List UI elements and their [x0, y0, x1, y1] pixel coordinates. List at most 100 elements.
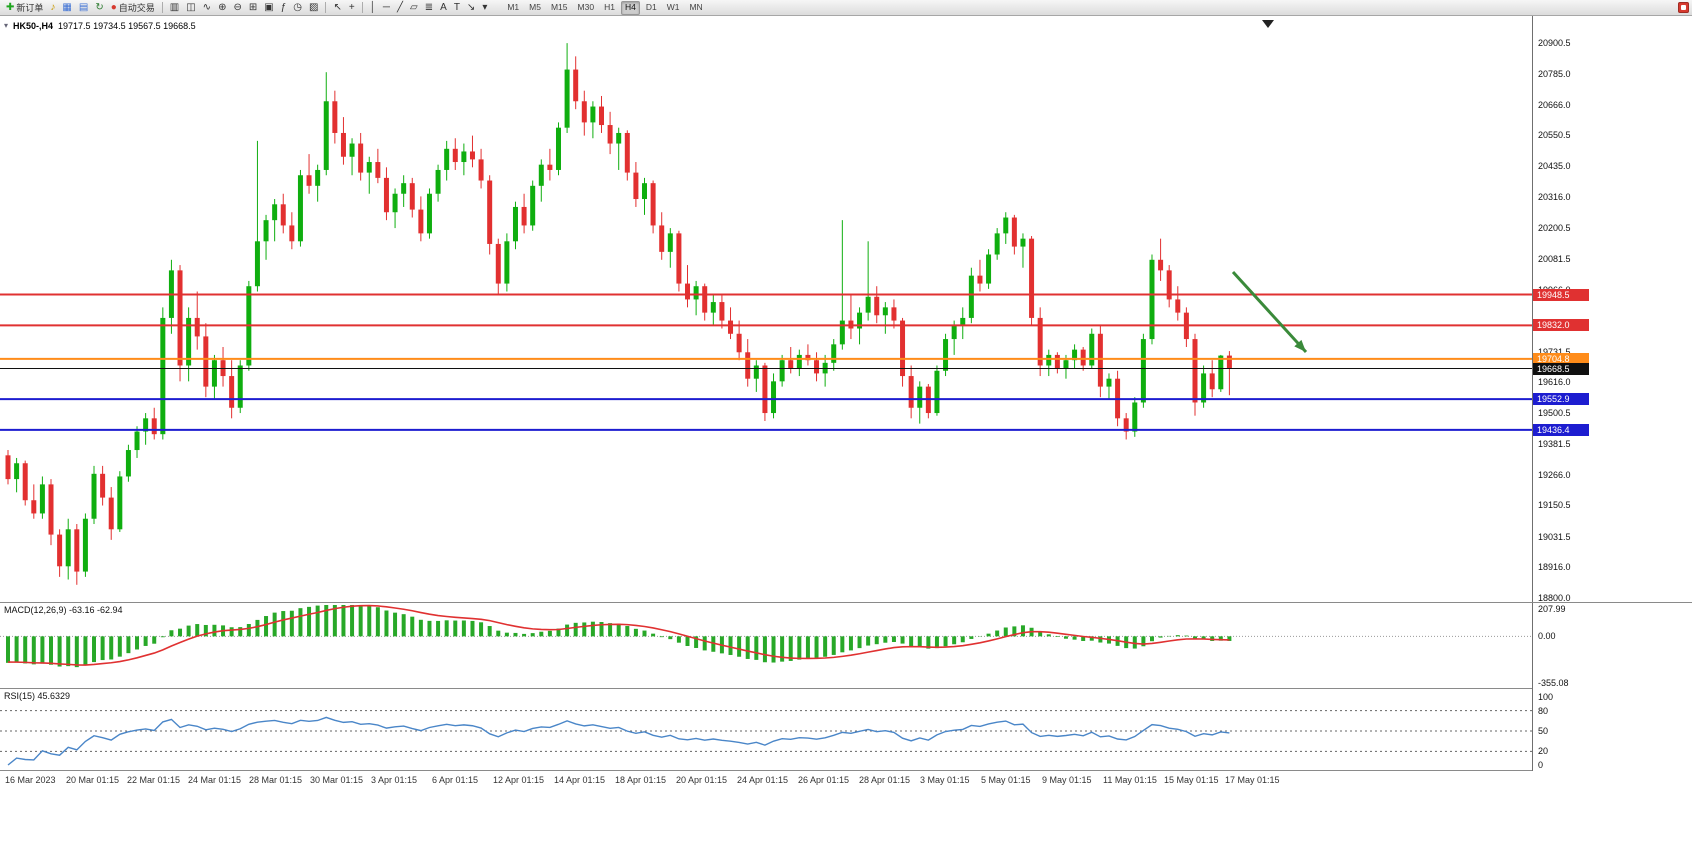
- toolbar-arrows-dropdown-button[interactable]: ▾: [479, 0, 490, 15]
- price-axis-label: 20200.5: [1538, 222, 1571, 233]
- toolbar-templates-button[interactable]: ▣: [261, 0, 276, 15]
- toolbar-text-label-button[interactable]: T: [451, 0, 463, 15]
- arrow-annotation-head: [1294, 339, 1306, 352]
- macd-axis[interactable]: 207.99 0.00 -355.08: [1532, 603, 1692, 689]
- toolbar-profiles-button[interactable]: ▨: [306, 0, 321, 15]
- price-axis-label: 20081.5: [1538, 254, 1571, 265]
- toolbar-indicators-button[interactable]: ƒ: [278, 0, 290, 15]
- chart-shift-marker-icon[interactable]: [1262, 20, 1274, 28]
- date-axis-label: 3 May 01:15: [920, 775, 970, 785]
- date-axis-label: 17 May 01:15: [1225, 775, 1280, 785]
- text-label-icon: T: [453, 1, 460, 13]
- toolbar-arrows-button[interactable]: ↘: [464, 0, 478, 15]
- indicators-icon: ƒ: [280, 1, 287, 13]
- bars-chart-icon: ▥: [169, 1, 180, 13]
- toolbar-data-window-button[interactable]: ▤: [76, 0, 91, 15]
- cursor-icon: ↖: [333, 1, 342, 13]
- toolbar-refresh-button[interactable]: ↻: [92, 0, 106, 15]
- rsi-axis-label: 20: [1538, 746, 1549, 757]
- timeframe-mn-button[interactable]: MN: [689, 1, 703, 12]
- arrows-icon: ↘: [466, 1, 476, 13]
- price-axis-label: 19381.5: [1538, 439, 1571, 450]
- price-axis-label: 18916.0: [1538, 562, 1571, 573]
- date-axis-label: 16 Mar 2023: [5, 775, 56, 785]
- price-axis[interactable]: 20900.5 20785.0 20666.0 20550.5 20435.0 20316…: [1532, 16, 1692, 603]
- rsi-axis[interactable]: 100 80 50 20 0: [1532, 689, 1692, 771]
- new-order-icon: ✚: [6, 1, 15, 13]
- price-tag-19948.5: 19948.5: [1533, 288, 1589, 301]
- toolbar-separator: [325, 2, 327, 13]
- rsi-indicator-chart[interactable]: [0, 689, 1532, 771]
- refresh-icon: ↻: [95, 1, 104, 13]
- toolbar-crosshair-button[interactable]: +: [346, 0, 358, 15]
- timeframe-group: M1 M5 M15 M30 H1 H4 D1 W1 MN: [503, 0, 706, 15]
- arrow-annotation[interactable]: [1231, 270, 1308, 354]
- timeframe-h1-button[interactable]: H1: [604, 1, 615, 12]
- toolbar-sound-alert-button[interactable]: ♪: [47, 0, 58, 15]
- toolbar-line-chart-button[interactable]: ∿: [200, 0, 214, 15]
- toolbar-text-button[interactable]: A: [437, 0, 450, 15]
- toolbar-new-order-button[interactable]: ✚ 新订单: [3, 0, 46, 15]
- toolbar-market-watch-button[interactable]: ▦: [59, 0, 74, 15]
- date-axis-label: 14 Apr 01:15: [554, 775, 606, 785]
- date-axis-label: 3 Apr 01:15: [371, 775, 418, 785]
- rsi-axis-label: 50: [1538, 726, 1549, 736]
- toolbar-tile-windows-button[interactable]: ⊞: [246, 0, 260, 15]
- toolbar-periods-button[interactable]: ◷: [290, 0, 305, 15]
- timeframe-d1-button[interactable]: D1: [645, 1, 657, 12]
- price-axis-label: 19150.5: [1538, 500, 1571, 511]
- toolbar-zoom-out-button[interactable]: ⊖: [230, 0, 244, 15]
- timeframe-h4-button[interactable]: H4: [620, 0, 640, 15]
- date-axis-label: 15 May 01:15: [1164, 775, 1219, 785]
- macd-panel[interactable]: MACD(12,26,9) -63.16 -62.94 207.99 0.00 -3…: [0, 602, 1692, 689]
- one-click-collapse-icon[interactable]: ▾: [4, 21, 9, 30]
- timeframe-m5-button[interactable]: M5: [529, 1, 541, 12]
- zoom-in-icon: ⊕: [218, 1, 227, 13]
- vertical-line-icon: │: [369, 1, 376, 13]
- toolbar-bars-chart-button[interactable]: ▥: [167, 0, 182, 15]
- toolbar-zoom-in-button[interactable]: ⊕: [215, 0, 229, 15]
- arrows-dropdown-icon: ▾: [482, 1, 488, 13]
- price-tag-19668.5: 19668.5: [1533, 362, 1589, 375]
- line-chart-icon: ∿: [202, 1, 212, 13]
- periods-icon: ◷: [293, 1, 302, 13]
- date-axis-label: 20 Mar 01:15: [66, 775, 120, 785]
- new-order-label: 新订单: [16, 3, 44, 13]
- toolbar-candlestick-chart-button[interactable]: ◫: [183, 0, 198, 15]
- price-axis-label: 20666.0: [1538, 99, 1571, 110]
- date-axis[interactable]: 16 Mar 2023 20 Mar 01:15 22 Mar 01:15 24 Ma…: [0, 770, 1692, 790]
- connection-status-icon[interactable]: [1678, 2, 1689, 13]
- date-axis-label: 22 Mar 01:15: [127, 775, 181, 785]
- macd-label: MACD(12,26,9) -63.16 -62.94: [4, 605, 123, 615]
- date-axis-label: 28 Mar 01:15: [249, 775, 303, 785]
- macd-axis-label: -355.08: [1538, 678, 1569, 688]
- main-chart-panel[interactable]: ▾ HK50-,H4 19717.5 19734.5 19567.5 19668…: [0, 16, 1692, 603]
- price-axis-label: 19266.0: [1538, 469, 1571, 480]
- candlestick-chart[interactable]: [0, 16, 1532, 602]
- zoom-out-icon: ⊖: [233, 1, 242, 13]
- timeframe-m15-button[interactable]: M15: [550, 1, 568, 12]
- toolbar-cursor-button[interactable]: ↖: [330, 0, 344, 15]
- candlestick-chart-icon: ◫: [186, 1, 196, 13]
- toolbar-horizontal-line-button[interactable]: ─: [380, 0, 393, 15]
- date-axis-label: 24 Mar 01:15: [188, 775, 242, 785]
- date-axis-label: 20 Apr 01:15: [676, 775, 728, 785]
- toolbar-channel-button[interactable]: ▱: [407, 0, 421, 15]
- price-tag-19552.9: 19552.9: [1533, 393, 1589, 406]
- text-icon: A: [440, 1, 447, 13]
- date-axis-label: 9 May 01:15: [1042, 775, 1092, 785]
- toolbar-trendline-button[interactable]: ╱: [394, 0, 406, 15]
- price-tag-19436.4: 19436.4: [1533, 423, 1589, 436]
- timeframe-w1-button[interactable]: W1: [666, 1, 680, 12]
- horizontal-line-icon: ─: [382, 1, 391, 13]
- toolbar-vertical-line-button[interactable]: │: [367, 0, 379, 15]
- macd-indicator-chart[interactable]: [0, 603, 1532, 689]
- rsi-panel[interactable]: RSI(15) 45.6329 100 80 50 20 0: [0, 688, 1692, 771]
- toolbar-separator: [161, 2, 163, 13]
- toolbar-fibonacci-button[interactable]: ≣: [422, 0, 436, 15]
- timeframe-m1-button[interactable]: M1: [507, 1, 520, 12]
- date-axis-label: 5 May 01:15: [981, 775, 1031, 785]
- timeframe-m30-button[interactable]: M30: [577, 1, 595, 12]
- tile-windows-icon: ⊞: [248, 1, 258, 13]
- toolbar-auto-trading-button[interactable]: ● 自动交易: [108, 0, 158, 15]
